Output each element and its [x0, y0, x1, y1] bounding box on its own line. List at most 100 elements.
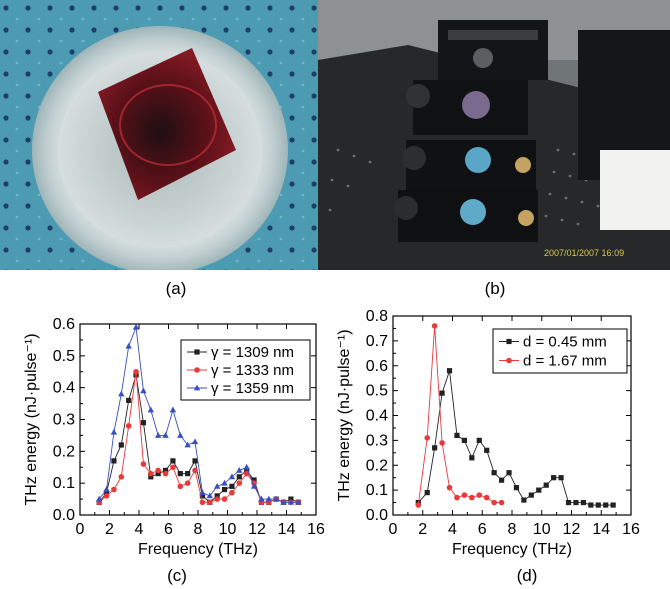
c-data-point	[192, 458, 198, 464]
d-y-tick-label: 0.5	[366, 383, 388, 400]
c-data-point	[155, 471, 161, 477]
d-data-point	[469, 455, 475, 461]
c-data-point	[148, 470, 154, 477]
d-data-point	[491, 499, 497, 506]
c-data-point	[214, 493, 220, 499]
optical-mount-1	[438, 20, 548, 80]
c-data-point	[147, 406, 154, 413]
d-data-point	[476, 437, 482, 443]
c-data-point	[192, 467, 198, 474]
d-y-tick-label: 0.2	[366, 457, 388, 474]
c-data-point	[162, 432, 169, 438]
c-data-point	[110, 428, 118, 435]
d-x-tick-label: 16	[622, 521, 640, 538]
c-data-point	[287, 498, 295, 505]
c-data-point	[103, 490, 110, 496]
c-data-point	[111, 486, 117, 493]
c-data-point	[199, 499, 206, 506]
c-data-point	[221, 486, 228, 493]
c-data-point	[126, 397, 132, 403]
d-y-tick-label: 0.6	[366, 358, 388, 375]
c-data-point	[228, 473, 236, 480]
c-data-point	[244, 467, 250, 474]
c-data-point	[236, 480, 243, 486]
d-y-tick-label: 0.3	[366, 432, 388, 449]
c-data-point	[199, 489, 206, 496]
chart-c-x-axis-label: Frequency (THz)	[138, 541, 258, 558]
d-data-point	[439, 390, 445, 396]
c-data-point	[295, 498, 302, 505]
c-data-point	[170, 464, 176, 471]
c-data-point	[133, 368, 139, 375]
c-data-point	[243, 463, 250, 470]
c-data-point	[229, 489, 235, 496]
d-data-point	[484, 447, 490, 453]
d-x-tick-label: 10	[533, 521, 551, 538]
d-x-tick-label: 14	[592, 521, 610, 538]
c-x-tick-label: 8	[194, 521, 203, 538]
d-data-point	[446, 368, 453, 374]
d-data-point	[506, 470, 512, 476]
panel-label-a: (a)	[165, 279, 187, 298]
chart-d: 0 2 4 6 8 10 12 14 16 0.0 0.1 0.2 0.3 0.4 0.5 0.6 0.7 0.8…	[336, 308, 640, 558]
chart-d-y-axis-label: THz energy (nJ·pulse⁻¹)	[336, 329, 353, 501]
d-data-point	[415, 502, 422, 508]
c-data-point	[140, 387, 147, 394]
c-series-3	[95, 323, 302, 505]
d-x-tick-label: 2	[418, 521, 427, 538]
d-y-tick-label: 0.7	[366, 333, 388, 350]
c-data-point	[125, 423, 132, 429]
c-y-tick-label: 0.0	[53, 507, 75, 524]
c-data-point	[250, 482, 258, 489]
c-data-point	[132, 323, 140, 330]
c-data-point	[214, 496, 220, 502]
optical-setup-image: 2007/01/2007 16:09	[318, 0, 670, 270]
chart-c-legend: γ = 1309 nmγ = 1333 nmγ = 1359 nm	[180, 339, 311, 401]
c-data-point	[118, 474, 125, 480]
c-data-point	[162, 467, 169, 474]
c-data-point	[155, 467, 161, 474]
c-data-point	[199, 493, 206, 499]
c-y-tick-label: 0.6	[53, 316, 75, 333]
c-data-point	[236, 467, 243, 473]
panel-label-d: (d)	[516, 566, 538, 585]
d-legend-entry: d = 1.67 mm	[523, 353, 607, 370]
d-x-tick-label: 12	[563, 521, 581, 538]
c-x-tick-label: 0	[76, 521, 85, 538]
c-legend-entry: γ = 1333 nm	[211, 362, 294, 379]
c-data-point	[251, 477, 257, 483]
chart-d-plot-area: 0 2 4 6 8 10 12 14 16 0.0 0.1 0.2 0.3 0.4 0.5 0.6 0.7 0.8…	[366, 308, 640, 538]
d-data-point	[483, 494, 490, 501]
d-data-point	[461, 437, 467, 443]
c-data-point	[169, 406, 177, 413]
c-y-tick-label: 0.5	[53, 348, 75, 365]
c-legend-entry: γ = 1309 nm	[211, 344, 294, 361]
c-data-point	[229, 483, 235, 489]
d-data-point	[588, 502, 594, 508]
c-data-point	[207, 499, 213, 506]
d-data-point	[580, 499, 586, 506]
c-data-point	[103, 493, 110, 499]
c-data-point	[280, 498, 287, 505]
c-data-point	[103, 486, 110, 492]
c-x-tick-label: 2	[105, 521, 114, 538]
c-data-point	[184, 441, 191, 448]
d-data-point	[513, 485, 520, 491]
d-data-point	[432, 445, 438, 451]
d-series-1	[415, 368, 616, 508]
c-x-tick-label: 6	[164, 521, 173, 538]
c-data-point	[221, 479, 228, 486]
panel-label-c: (c)	[167, 566, 187, 585]
d-data-point	[446, 484, 453, 491]
d-data-point	[424, 435, 431, 441]
c-data-point	[154, 432, 162, 438]
c-data-point	[111, 458, 117, 464]
d-data-point	[454, 494, 460, 501]
c-data-point	[162, 470, 169, 477]
d-data-point	[521, 497, 527, 503]
d-data-point	[431, 323, 438, 329]
c-data-point	[118, 442, 124, 448]
chart-c: 0 2 4 6 8 10 12 14 16 0.0 0.1 0.2 0.3 0.4 0.5 0.6 γ = 1…	[23, 316, 325, 558]
c-data-point	[118, 390, 125, 397]
c-data-point	[140, 461, 147, 467]
